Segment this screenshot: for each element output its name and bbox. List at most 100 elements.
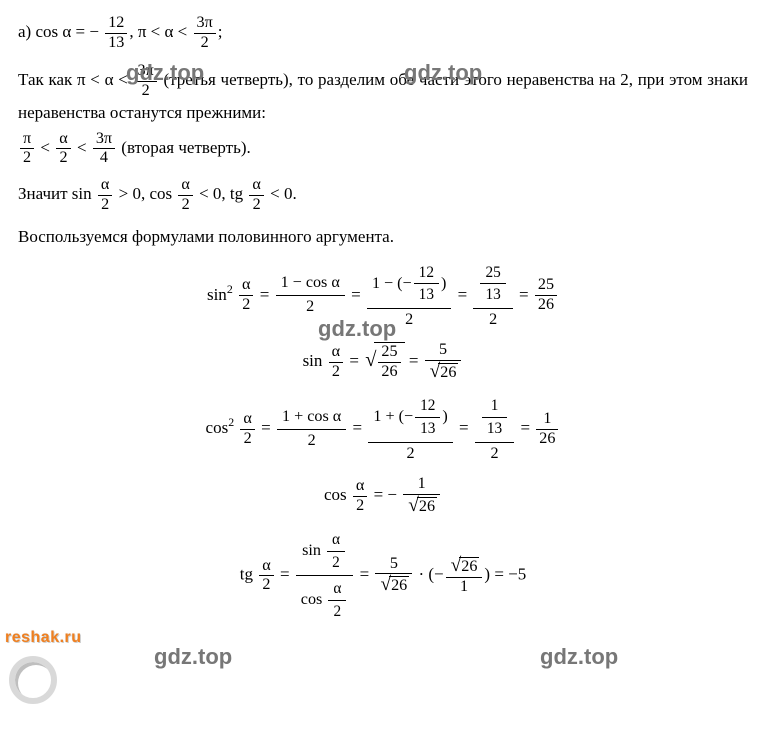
denominator: 2: [239, 296, 253, 315]
denominator: 2: [276, 296, 345, 319]
numerator: 2513: [473, 260, 512, 309]
denominator: 2: [98, 196, 112, 215]
denominator: 4: [93, 149, 115, 168]
fraction: 2526: [378, 343, 400, 381]
fraction: α2: [240, 410, 254, 448]
equation-cos: cos α2 = − 126: [18, 475, 748, 517]
fraction: α 2: [98, 176, 112, 214]
denominator: 13: [480, 284, 505, 306]
result: −5: [508, 565, 526, 584]
denominator: 2: [194, 34, 216, 53]
fraction: 3π 2: [135, 62, 157, 100]
numerator: 5: [375, 555, 412, 575]
equation-sin: sin α2 = 2526 = 526: [18, 341, 748, 383]
signs-statement: Значит sin α 2 > 0, cos α 2 < 0, tg α 2 …: [18, 176, 748, 214]
numerator: 1: [536, 410, 558, 430]
fraction: 1 − (−1213) 2: [367, 260, 451, 332]
denominator: 13: [415, 418, 440, 440]
numerator: 5: [425, 341, 462, 361]
equation-sin2: sin2 α2 = 1 − cos α2 = 1 − (−1213) 2 = 2…: [18, 260, 748, 332]
denominator: 2: [20, 149, 34, 168]
reshak-label: reshak.ru: [5, 626, 115, 650]
explanation-2: Воспользуемся формулами половинного аргу…: [18, 224, 748, 250]
numerator: 26: [446, 555, 483, 578]
text: ;: [218, 22, 223, 41]
fraction: π 2: [20, 130, 34, 168]
fraction: 126: [403, 475, 440, 517]
fraction: 1 + cos α2: [277, 406, 346, 452]
fraction: sin α2 cos α2: [296, 527, 354, 625]
fraction: 2513 2: [473, 260, 512, 332]
sqrt: 26: [449, 555, 480, 577]
text: Так как π < α <: [18, 70, 133, 89]
fraction: α2: [353, 477, 367, 515]
fraction: 2513: [480, 262, 505, 306]
fraction: 1 − cos α2: [276, 272, 345, 318]
fraction: α2: [239, 276, 253, 314]
denominator: 2: [368, 443, 452, 466]
denominator: 2: [249, 196, 263, 215]
denominator: 2: [259, 576, 273, 595]
denominator: 2: [178, 196, 192, 215]
numerator: α: [98, 176, 112, 196]
numerator: π: [20, 130, 34, 150]
fraction: α 2: [249, 176, 263, 214]
text: sin: [207, 284, 227, 303]
numerator: α: [329, 343, 343, 363]
fraction: α 2: [178, 176, 192, 214]
fraction: α2: [259, 557, 273, 595]
equation-cos2: cos2 α2 = 1 + cos α2 = 1 + (−1213) 2 = 1…: [18, 393, 748, 465]
text: sin: [302, 542, 321, 559]
numerator: 1: [403, 475, 440, 495]
text: <: [36, 138, 54, 157]
text: sin: [303, 351, 323, 370]
fraction: 1 + (−1213) 2: [368, 393, 452, 465]
numerator: 25: [378, 343, 400, 363]
text: cos: [301, 591, 323, 608]
sqrt: 2526: [363, 342, 404, 381]
sqrt: 26: [378, 574, 409, 596]
denominator: 2: [353, 497, 367, 516]
denominator: 2: [328, 601, 346, 623]
numerator: α: [178, 176, 192, 196]
denominator: 2: [135, 82, 157, 101]
numerator: 3π: [194, 14, 216, 34]
numerator: 25: [480, 262, 505, 285]
numerator: α: [327, 529, 345, 552]
numerator: 1 + cos α: [277, 406, 346, 430]
text: < 0.: [266, 184, 297, 203]
denominator: 2: [56, 149, 70, 168]
denominator: 2: [473, 309, 512, 332]
fraction: α 2: [56, 130, 70, 168]
denominator: 13: [482, 418, 507, 440]
denominator: 2: [277, 430, 346, 453]
denominator: 26: [403, 495, 440, 517]
text: Значит sin: [18, 184, 96, 203]
numerator: 25: [535, 276, 557, 296]
text: < 0, tg: [195, 184, 248, 203]
numerator: 1: [482, 395, 507, 418]
text: > 0, cos: [114, 184, 176, 203]
text: tg: [240, 565, 253, 584]
exponent: 2: [228, 416, 234, 430]
fraction: 1213: [414, 262, 439, 306]
fraction: 3π 2: [194, 14, 216, 52]
fraction: 3π 4: [93, 130, 115, 168]
fraction: 1213: [415, 395, 440, 439]
text: а) cos α = −: [18, 22, 99, 41]
numerator: 1 + (−1213): [368, 393, 452, 442]
denominator: 2: [367, 309, 451, 332]
fraction: α2: [329, 343, 343, 381]
numerator: 113: [475, 393, 514, 442]
denominator: 2: [329, 363, 343, 382]
text: (вторая четверть).: [117, 138, 251, 157]
fraction: 2526: [535, 276, 557, 314]
denominator: 13: [414, 284, 439, 306]
denominator: 13: [105, 34, 127, 53]
denominator: 26: [425, 361, 462, 383]
inequality: π 2 < α 2 < 3π 4 (вторая четверть).: [18, 130, 748, 168]
numerator: 12: [415, 395, 440, 418]
sqrt: 26: [406, 495, 437, 517]
exponent: 2: [227, 282, 233, 296]
fraction: 113 2: [475, 393, 514, 465]
